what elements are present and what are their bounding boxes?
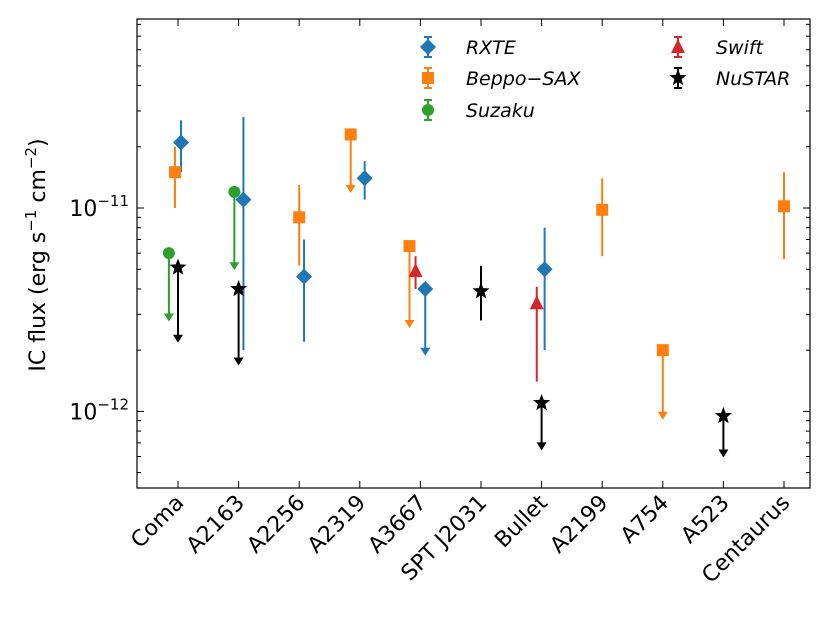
x-tick-label: Bullet [490, 490, 553, 553]
series-swift [408, 256, 544, 382]
legend-marker [420, 39, 436, 55]
data-point [356, 170, 373, 187]
data-point [778, 200, 790, 213]
data-point [403, 240, 416, 253]
x-tick-label: A2319 [303, 491, 371, 559]
series-beppo-sax [168, 128, 790, 420]
y-axis-label-mid: cm [26, 169, 51, 210]
x-tick-label: A2163 [182, 491, 250, 559]
legend-marker [671, 39, 685, 53]
data-point [162, 247, 175, 260]
legend-label: Beppo−SAX [466, 68, 581, 90]
y-tick-label: 10−12 [69, 395, 129, 425]
x-tick-label: A2256 [243, 491, 311, 559]
upper-limit-arrow [536, 442, 547, 451]
y-axis-label-exp2: −2 [22, 147, 40, 169]
legend-marker [422, 104, 434, 116]
x-tick-label: A523 [677, 491, 735, 549]
upper-limit-arrow [163, 313, 174, 322]
legend-item-nustar: NuSTAR [669, 67, 790, 90]
y-axis-label-main: IC flux (erg s [26, 232, 51, 372]
x-tick-label: A2199 [546, 491, 614, 559]
y-tick-exp: −11 [97, 192, 129, 210]
data-point [536, 261, 553, 278]
legend-item-rxte: RXTE [420, 36, 516, 59]
data-point [230, 279, 248, 297]
y-tick-base: 10 [69, 197, 97, 222]
data-point [533, 393, 551, 411]
data-point [235, 191, 252, 208]
upper-limit-arrow [718, 449, 729, 458]
upper-limit-arrow [229, 262, 240, 271]
y-tick-label: 10−11 [69, 192, 129, 222]
data-point [714, 406, 732, 424]
legend-item-beppo-sax: Beppo−SAX [422, 67, 581, 90]
legend-item-swift: Swift [671, 36, 765, 59]
data-point [228, 185, 241, 198]
data-marks [162, 117, 790, 458]
data-point [529, 295, 544, 310]
data-point [169, 258, 187, 275]
data-point [472, 282, 490, 299]
data-point [408, 263, 423, 278]
legend-label: Swift [716, 37, 765, 59]
legend-marker [669, 69, 687, 86]
upper-limit-arrow [345, 184, 356, 193]
series-rxte [173, 117, 553, 356]
legend-item-suzaku: Suzaku [422, 99, 535, 122]
upper-limit-arrow [173, 334, 183, 343]
data-point [168, 166, 181, 179]
legend-label: RXTE [466, 37, 516, 59]
y-tick-exp: −12 [97, 395, 129, 413]
data-point [596, 203, 609, 216]
data-point [417, 280, 434, 297]
legend-label: NuSTAR [716, 68, 790, 90]
legend-marker [422, 72, 434, 84]
legend-label: Suzaku [466, 100, 535, 122]
data-point [344, 128, 357, 141]
upper-limit-arrow [657, 411, 668, 420]
data-point [296, 268, 313, 285]
series-suzaku [162, 185, 241, 322]
legend: RXTE Beppo−SAX Suzaku Swift NuSTAR [420, 36, 790, 122]
data-point [293, 211, 306, 224]
y-axis-label-exp1: −1 [22, 210, 40, 232]
data-point [656, 344, 669, 357]
y-axis-label: IC flux (erg s−1 cm−2) [22, 138, 51, 371]
data-point [173, 134, 190, 151]
upper-limit-arrow [420, 347, 431, 356]
x-tick-label: A754 [616, 491, 674, 549]
upper-limit-arrow [233, 357, 244, 366]
y-axis-label-end: ) [26, 138, 51, 147]
series-nustar [169, 258, 732, 458]
x-tick-label: Coma [126, 491, 189, 554]
upper-limit-arrow [404, 319, 415, 328]
y-tick-base: 10 [69, 400, 97, 425]
plot-area [136, 18, 811, 489]
